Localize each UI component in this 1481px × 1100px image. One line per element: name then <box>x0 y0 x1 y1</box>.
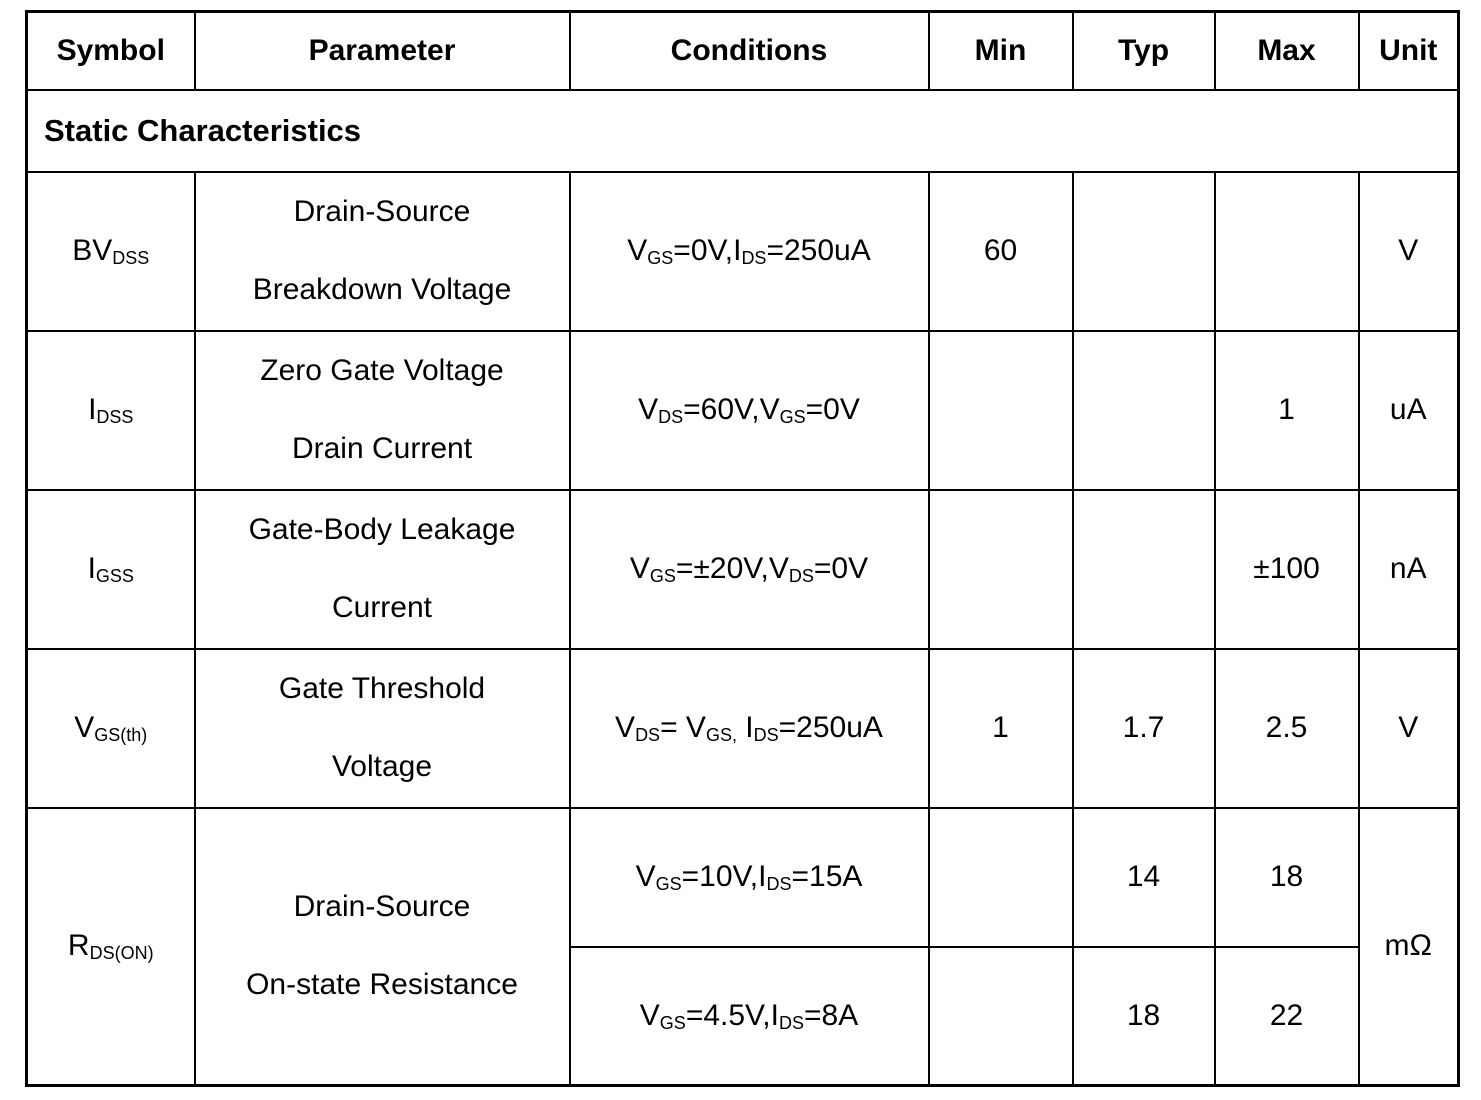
parameter-cell: Gate Threshold Voltage <box>193 647 571 809</box>
min-cell <box>927 488 1074 650</box>
conditions-cell: VDS= VGS, IDS=250uA <box>568 647 930 809</box>
conditions-cell: VGS=4.5V,IDS=8A <box>568 945 930 1087</box>
table-row-igss: IGSS Gate-Body Leakage Current VGS=±20V,… <box>25 488 1460 650</box>
parameter-line: Drain Current <box>291 432 473 465</box>
parameter-cell: Drain-Source Breakdown Voltage <box>193 170 571 332</box>
min-cell: 1 <box>927 647 1074 809</box>
table-row-rdson-sub1: RDS(ON) Drain-Source On-state Resistance… <box>25 806 1460 1087</box>
parameter-cell: Zero Gate Voltage Drain Current <box>193 329 571 491</box>
parameter-line: Current <box>331 591 433 624</box>
typ-cell <box>1071 170 1216 332</box>
header-min: Min <box>927 10 1074 91</box>
header-typ: Typ <box>1071 10 1216 91</box>
symbol-cell: VGS(th) <box>25 647 196 809</box>
min-cell <box>927 329 1074 491</box>
typ-cell: 14 <box>1071 806 1216 948</box>
unit-cell: mΩ <box>1357 806 1460 1087</box>
unit-cell: uA <box>1357 329 1460 491</box>
parameter-line: Drain-Source <box>293 890 471 924</box>
typ-cell <box>1071 329 1216 491</box>
table-row-rdson-sub2: VGS=4.5V,IDS=8A 18 22 <box>27 945 1459 1087</box>
conditions-cell: VGS=0V,IDS=250uA <box>568 170 930 332</box>
section-row: Static Characteristics <box>25 88 1460 173</box>
parameter-line: Zero Gate Voltage <box>260 354 504 387</box>
parameter-line: Voltage <box>331 750 433 783</box>
symbol-cell: IDSS <box>25 329 196 491</box>
parameter-line: On-state Resistance <box>246 968 518 1002</box>
min-cell: 60 <box>927 170 1074 332</box>
unit-cell: V <box>1357 170 1460 332</box>
conditions-cell: VGS=10V,IDS=15A <box>568 806 930 948</box>
table-row-bvdss: BVDSS Drain-Source Breakdown Voltage VGS… <box>25 170 1460 332</box>
symbol-cell: BVDSS <box>25 170 196 332</box>
max-cell: 18 <box>1213 806 1360 948</box>
max-cell: 2.5 <box>1213 647 1360 809</box>
static-characteristics-table: Symbol Parameter Conditions Min Typ Max … <box>25 10 1460 1087</box>
max-cell <box>1213 170 1360 332</box>
parameter-line: Drain-Source <box>293 195 471 228</box>
unit-cell: nA <box>1357 488 1460 650</box>
max-cell: 1 <box>1213 329 1360 491</box>
table-row-idss: IDSS Zero Gate Voltage Drain Current VDS… <box>25 329 1460 491</box>
header-symbol: Symbol <box>25 10 196 91</box>
min-cell <box>927 945 1074 1087</box>
parameter-cell: Gate-Body Leakage Current <box>193 488 571 650</box>
max-cell: 22 <box>1213 945 1360 1087</box>
table-header-row: Symbol Parameter Conditions Min Typ Max … <box>25 10 1460 91</box>
section-title: Static Characteristics <box>25 88 1460 173</box>
typ-cell: 1.7 <box>1071 647 1216 809</box>
table-row-vgsth: VGS(th) Gate Threshold Voltage VDS= VGS,… <box>25 647 1460 809</box>
parameter-line: Breakdown Voltage <box>252 273 512 306</box>
header-parameter: Parameter <box>193 10 571 91</box>
conditions-cell: VDS=60V,VGS=0V <box>568 329 930 491</box>
conditions-cell: VGS=±20V,VDS=0V <box>568 488 930 650</box>
unit-cell: V <box>1357 647 1460 809</box>
min-cell <box>927 806 1074 948</box>
typ-cell <box>1071 488 1216 650</box>
max-cell: ±100 <box>1213 488 1360 650</box>
header-unit: Unit <box>1357 10 1460 91</box>
symbol-cell: IGSS <box>25 488 196 650</box>
parameter-line: Gate-Body Leakage <box>248 513 516 546</box>
header-conditions: Conditions <box>568 10 930 91</box>
parameter-cell: Drain-Source On-state Resistance <box>193 806 571 1087</box>
symbol-cell: RDS(ON) <box>25 806 196 1087</box>
header-max: Max <box>1213 10 1360 91</box>
typ-cell: 18 <box>1071 945 1216 1087</box>
parameter-line: Gate Threshold <box>278 672 486 705</box>
